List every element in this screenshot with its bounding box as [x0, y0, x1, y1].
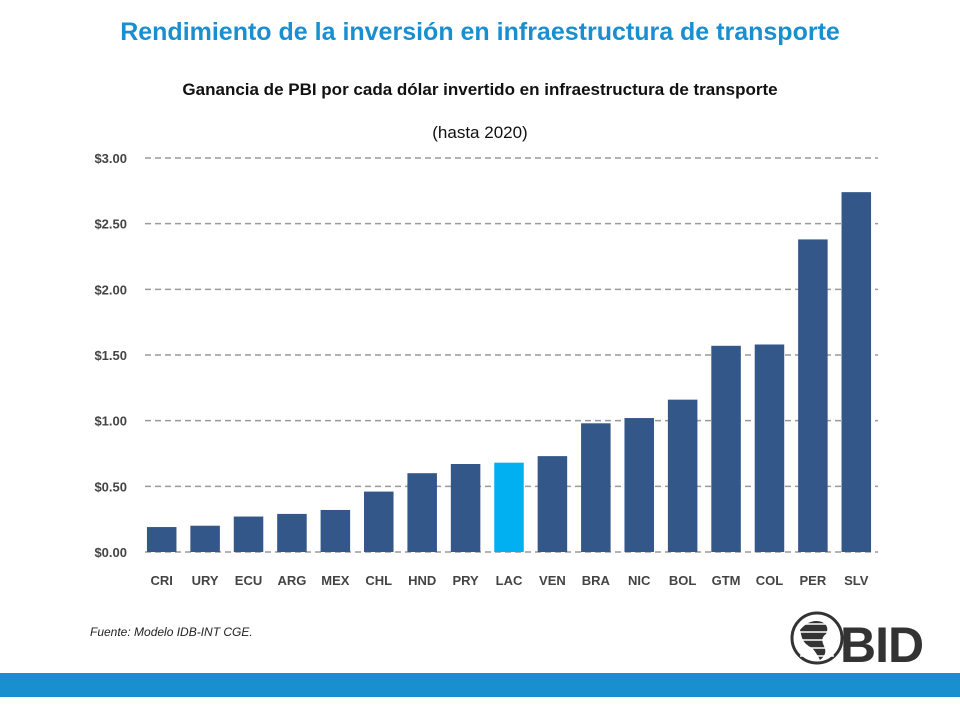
x-tick-label: MEX [321, 573, 350, 588]
chart-title: Ganancia de PBI por cada dólar invertido… [182, 80, 778, 99]
y-axis-ticks: $0.00 $0.50 $1.00 $1.50 $2.00 $2.50 $3.00 [94, 151, 127, 560]
bar-bol [667, 399, 698, 552]
globe-icon [790, 611, 844, 665]
x-tick-label: SLV [844, 573, 869, 588]
x-tick-label: PER [800, 573, 827, 588]
bar-nic [624, 418, 654, 552]
y-tick-label: $1.50 [94, 348, 127, 363]
bar-ury [190, 525, 220, 552]
x-tick-label: URY [192, 573, 219, 588]
bar-hnd [407, 473, 437, 552]
source-note: Fuente: Modelo IDB-INT CGE. [90, 625, 253, 639]
x-axis-ticks: CRI URY ECU ARG MEX CHL HND PRY LAC VEN BRA NIC BOL G… [151, 573, 869, 588]
bar-ven [537, 456, 568, 552]
x-tick-label: GTM [712, 573, 741, 588]
x-tick-label: CHL [365, 573, 392, 588]
bottom-accent-bar [0, 673, 960, 697]
x-tick-label: CRI [151, 573, 173, 588]
bid-logo: BID [790, 611, 924, 670]
bar-slv [841, 192, 872, 552]
bar-col [754, 344, 785, 552]
x-tick-label: ARG [277, 573, 306, 588]
bar-chart: $0.00 $0.50 $1.00 $1.50 $2.00 $2.50 $3.00 CRI U… [94, 151, 878, 588]
bar-arg [277, 513, 307, 552]
x-tick-label: NIC [628, 573, 651, 588]
x-tick-label: COL [756, 573, 784, 588]
bar-per [798, 239, 828, 552]
y-tick-label: $0.50 [94, 479, 127, 494]
bar-mex [320, 509, 351, 552]
x-tick-label: VEN [539, 573, 566, 588]
y-tick-label: $2.00 [94, 282, 127, 297]
x-tick-label: BRA [582, 573, 611, 588]
x-tick-label: ECU [235, 573, 262, 588]
bar-gtm [711, 345, 741, 552]
bar-cri [146, 527, 177, 552]
x-tick-label: PRY [452, 573, 479, 588]
bar-chl [364, 491, 394, 552]
y-tick-label: $2.50 [94, 217, 127, 232]
logo-text: BID [840, 617, 923, 670]
x-tick-label: HND [408, 573, 436, 588]
bar-bra [581, 423, 611, 552]
bar-lac [494, 462, 524, 552]
bar-ecu [233, 516, 264, 552]
chart-subtitle: (hasta 2020) [432, 123, 528, 142]
x-tick-label: LAC [496, 573, 523, 588]
x-tick-label: BOL [669, 573, 697, 588]
y-tick-label: $3.00 [94, 151, 127, 166]
slide-title: Rendimiento de la inversión en infraestr… [120, 18, 840, 46]
bars [146, 192, 872, 552]
y-tick-label: $0.00 [94, 545, 127, 560]
bar-pry [450, 464, 481, 552]
y-tick-label: $1.00 [94, 414, 127, 429]
